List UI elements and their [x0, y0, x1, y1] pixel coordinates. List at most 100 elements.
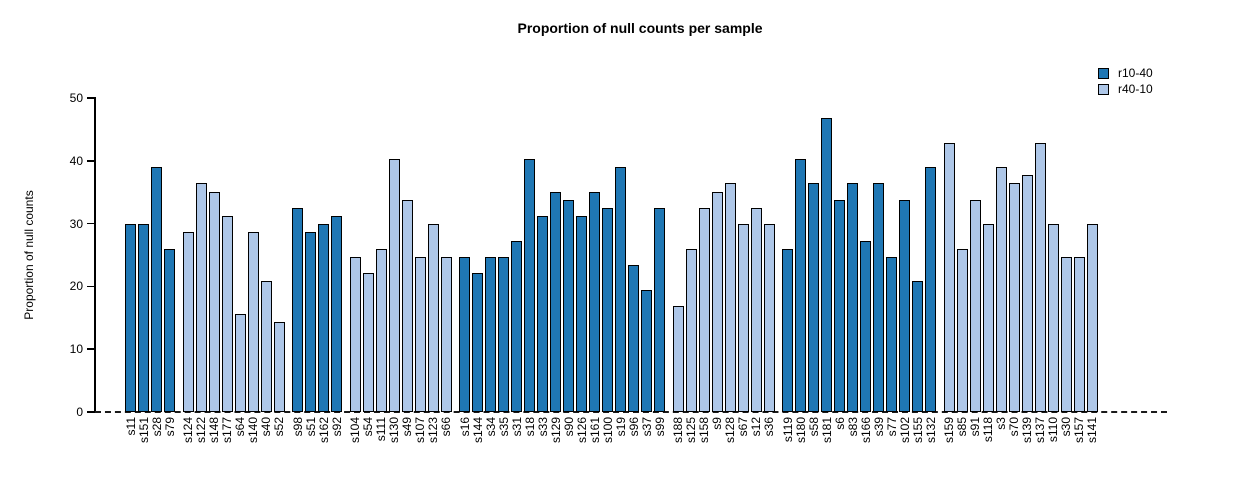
y-axis-line [94, 97, 96, 413]
x-tick-label-s33: s33 [535, 417, 550, 437]
y-axis-tick [87, 97, 95, 99]
x-tick-label-s148: s148 [207, 417, 221, 444]
x-tick-label-s111: s111 [374, 417, 388, 442]
y-axis-tick [87, 222, 95, 225]
x-tick-label-s128: s128 [723, 417, 737, 444]
x-tick-label-s155: s155 [910, 417, 925, 444]
x-tick-label-s85: s85 [955, 417, 969, 437]
legend-label-r10-40: r10-40 [1118, 65, 1153, 80]
bar-s35 [498, 256, 509, 412]
x-tick-label-s6: s6 [832, 417, 847, 430]
bar-s148 [208, 191, 220, 412]
x-tick-label-s140: s140 [246, 417, 260, 444]
x-tick-label-s151: s151 [136, 417, 151, 444]
x-tick-label-s66: s66 [439, 417, 453, 437]
x-tick-label-s54: s54 [361, 417, 375, 437]
x-tick-label-s91: s91 [968, 417, 982, 437]
y-axis-tick [87, 160, 95, 162]
bar-s91 [969, 199, 981, 412]
x-tick-label-s110: s110 [1046, 417, 1060, 443]
y-axis-tick-label: 20 [69, 279, 83, 294]
x-tick-label-s181: s181 [819, 417, 834, 444]
x-tick-label-s19: s19 [613, 417, 628, 437]
bar-s119 [782, 248, 793, 412]
x-tick-label-s166: s166 [858, 417, 873, 444]
bar-s123 [427, 224, 439, 412]
bar-s124 [182, 232, 194, 412]
bar-s132 [925, 167, 936, 412]
bar-s139 [1021, 175, 1033, 412]
bar-s83 [847, 183, 858, 412]
x-tick-label-s90: s90 [561, 417, 576, 437]
bar-s137 [1034, 142, 1046, 412]
x-tick-label-s99: s99 [652, 417, 667, 437]
x-tick-label-s119: s119 [780, 417, 795, 443]
bar-s33 [537, 216, 548, 412]
x-tick-label-s67: s67 [736, 417, 750, 437]
bar-s40 [260, 281, 272, 412]
bar-s64 [234, 314, 246, 412]
bar-s180 [795, 158, 806, 412]
legend-item-r10-40: r10-40 [1098, 65, 1153, 81]
bar-s155 [912, 281, 923, 412]
x-tick-label-s132: s132 [923, 417, 938, 444]
bar-s110 [1047, 224, 1059, 412]
x-tick-label-s16: s16 [457, 417, 472, 437]
bar-s58 [808, 183, 819, 412]
x-tick-label-s124: s124 [181, 417, 195, 444]
x-tick-label-s11: s11 [123, 417, 138, 436]
bar-s140 [247, 232, 259, 412]
bar-s18 [524, 158, 535, 412]
x-tick-label-s37: s37 [639, 417, 654, 437]
x-tick-label-s28: s28 [149, 417, 164, 437]
x-tick-label-s36: s36 [762, 417, 776, 437]
y-axis-tick [87, 348, 95, 350]
bar-s162 [318, 224, 329, 412]
x-tick-label-s188: s188 [671, 417, 685, 444]
x-tick-label-s161: s161 [587, 417, 602, 444]
bar-s28 [151, 167, 162, 412]
bar-s37 [641, 289, 652, 412]
bar-s67 [737, 224, 749, 412]
x-tick-label-s137: s137 [1033, 417, 1047, 444]
bar-s125 [685, 248, 697, 412]
x-tick-label-s12: s12 [749, 417, 763, 437]
bar-s158 [698, 207, 710, 412]
x-tick-label-s34: s34 [483, 417, 498, 437]
x-tick-label-s83: s83 [845, 417, 860, 437]
x-tick-label-s40: s40 [259, 417, 273, 437]
bar-s107 [414, 256, 426, 412]
bar-s129 [550, 191, 561, 412]
x-tick-label-s51: s51 [303, 417, 318, 437]
legend: r10-40 r40-10 [1098, 65, 1153, 97]
bar-s79 [164, 248, 175, 412]
y-axis-tick [87, 411, 95, 413]
bar-s52 [273, 322, 285, 412]
x-tick-label-s79: s79 [162, 417, 177, 437]
x-tick-label-s39: s39 [871, 417, 886, 437]
bar-s144 [472, 273, 483, 412]
bar-s98 [292, 207, 303, 412]
y-axis-tick-label: 10 [69, 342, 83, 357]
chart-title: Proportion of null counts per sample [517, 20, 763, 36]
x-tick-label-s123: s123 [426, 417, 440, 444]
bar-s96 [628, 265, 639, 412]
x-tick-label-s30: s30 [1059, 417, 1073, 437]
x-tick-label-s96: s96 [626, 417, 641, 437]
x-tick-label-s157: s157 [1072, 417, 1086, 444]
bar-s92 [331, 216, 342, 412]
x-tick-label-s49: s49 [400, 417, 414, 437]
bar-s151 [138, 224, 149, 412]
x-tick-label-s52: s52 [272, 417, 286, 437]
bar-s51 [305, 232, 316, 412]
y-axis-tick-label: 30 [69, 216, 83, 231]
x-tick-label-s3: s3 [994, 417, 1008, 430]
legend-swatch-r40-10 [1098, 83, 1109, 95]
x-tick-label-s129: s129 [548, 417, 563, 444]
bar-s11 [125, 224, 136, 412]
bar-s102 [899, 199, 910, 412]
x-tick-label-s118: s118 [981, 417, 995, 443]
y-axis-tick-label: 40 [69, 153, 83, 168]
bar-s118 [982, 224, 994, 412]
